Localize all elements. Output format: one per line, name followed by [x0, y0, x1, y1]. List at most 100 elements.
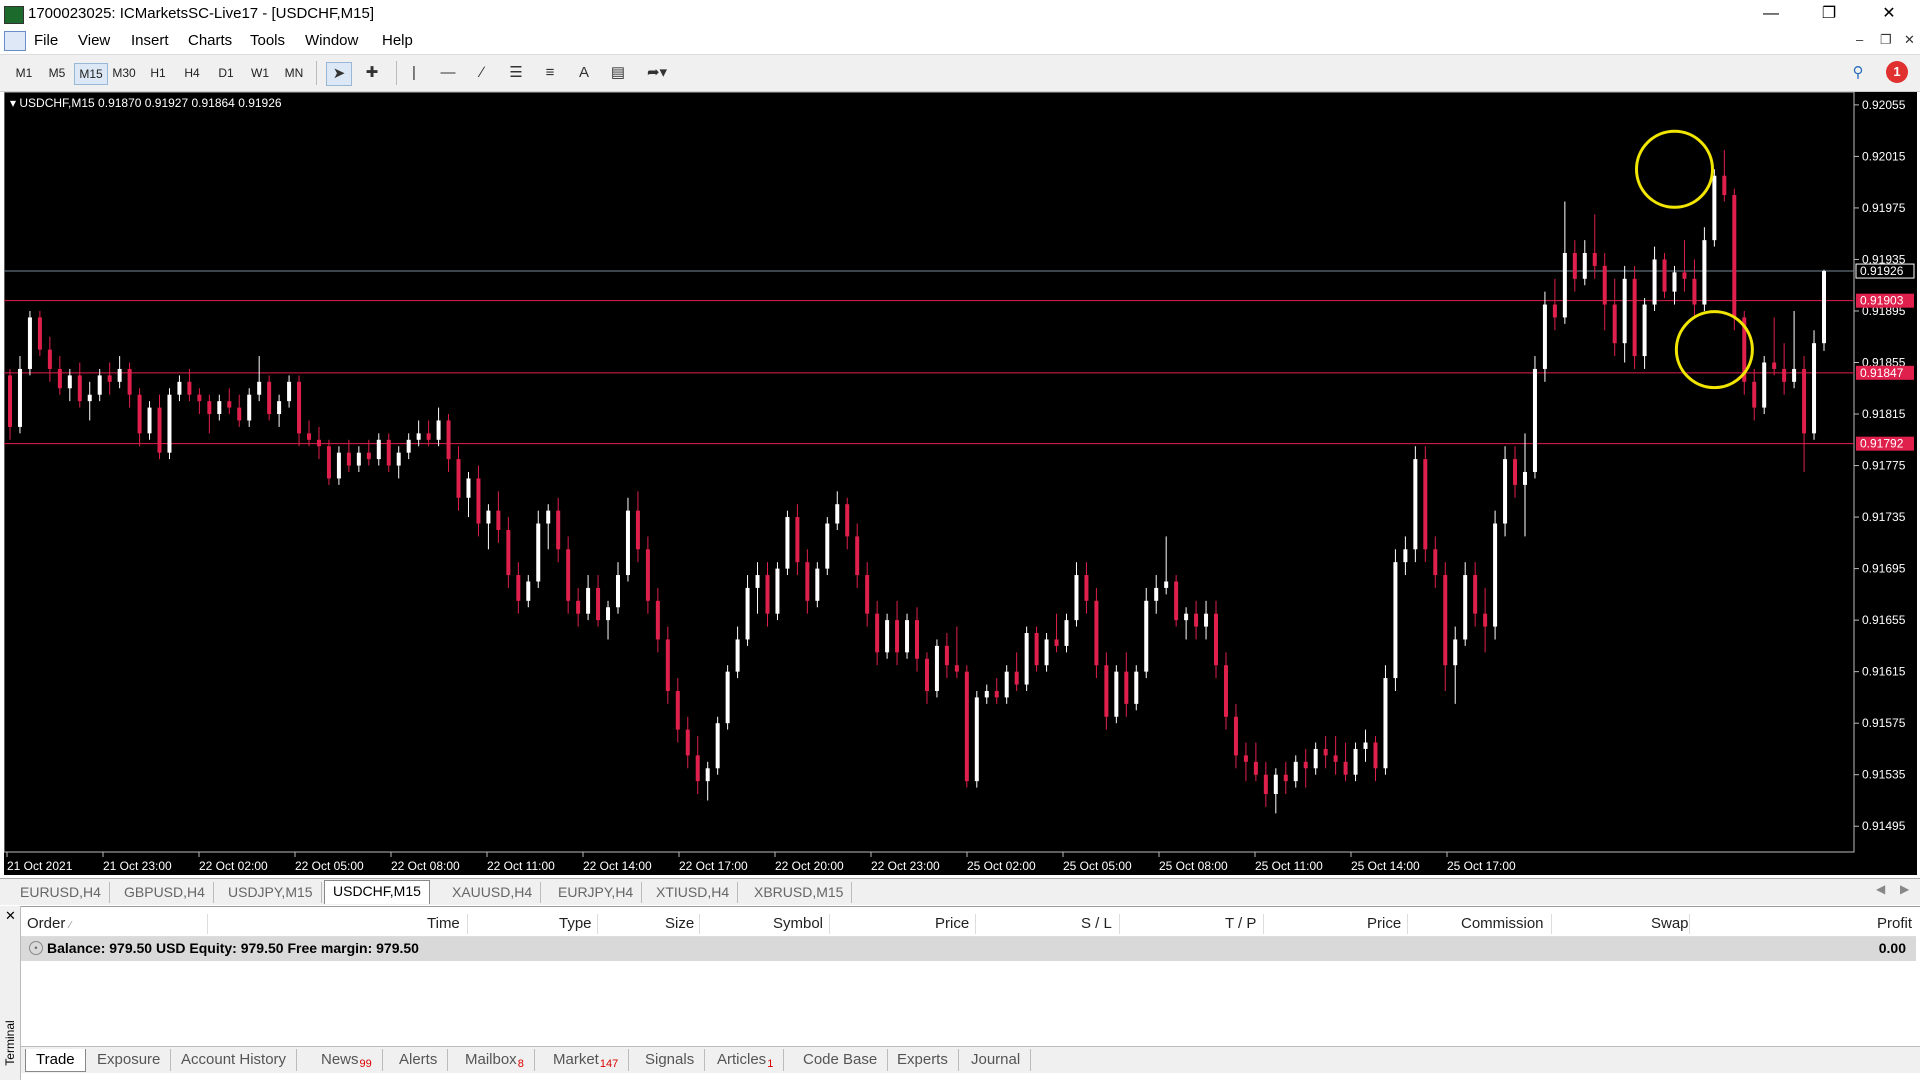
- candle-body: [1782, 368, 1787, 382]
- timeframe-h1[interactable]: H1: [150, 66, 166, 80]
- col-order[interactable]: Order ⁄: [27, 915, 72, 932]
- menu-window[interactable]: Window: [305, 32, 359, 49]
- menu-charts[interactable]: Charts: [188, 32, 233, 49]
- candle-body: [147, 407, 152, 434]
- candle-body: [1104, 665, 1109, 717]
- chart-tab[interactable]: XBRUSD,M15: [746, 882, 853, 903]
- candle-body: [1034, 633, 1039, 666]
- candle-body: [1812, 343, 1817, 434]
- col-symbol[interactable]: Symbol: [773, 915, 824, 932]
- text-tool-icon[interactable]: A: [578, 64, 589, 81]
- tab-scroll-left-icon[interactable]: ◀: [1876, 882, 1886, 896]
- chart-tab[interactable]: XTIUSD,H4: [648, 882, 739, 903]
- candle-body: [625, 510, 630, 576]
- terminal-tab-exposure[interactable]: Exposure: [87, 1049, 172, 1071]
- chart-tab-active[interactable]: USDCHF,M15: [324, 880, 430, 904]
- col-size[interactable]: Size: [665, 915, 695, 932]
- candle-body: [745, 587, 750, 640]
- chart-tab[interactable]: USDJPY,M15: [220, 882, 322, 903]
- timeframe-m15[interactable]: M15: [74, 63, 108, 85]
- mdi-minimize-icon[interactable]: –: [1856, 32, 1864, 47]
- menu-help[interactable]: Help: [382, 32, 413, 49]
- candle-body: [785, 517, 790, 569]
- menu-file[interactable]: File: [34, 32, 59, 49]
- col-swap[interactable]: Swap: [1651, 915, 1689, 932]
- timeframe-w1[interactable]: W1: [251, 66, 269, 80]
- crosshair-icon[interactable]: ✚: [365, 64, 379, 81]
- terminal-tab-experts[interactable]: Experts: [887, 1049, 959, 1071]
- fibonacci-icon[interactable]: ≡: [545, 64, 555, 81]
- candle-body: [964, 671, 969, 782]
- candle-body: [1542, 304, 1547, 369]
- terminal-tab-mailbox[interactable]: Mailbox8: [455, 1049, 535, 1071]
- timeframe-mn[interactable]: MN: [284, 66, 304, 80]
- candle-body: [1383, 678, 1388, 769]
- close-icon[interactable]: ✕: [1882, 5, 1896, 22]
- menu-tools[interactable]: Tools: [250, 32, 286, 49]
- vertical-line-icon[interactable]: |: [412, 64, 416, 81]
- col-type[interactable]: Type: [559, 915, 592, 932]
- search-icon[interactable]: ⚲: [1852, 64, 1864, 81]
- text-label-icon[interactable]: ▤: [610, 64, 626, 81]
- x-tick-label: 21 Oct 2021: [7, 859, 73, 873]
- timeframe-m1[interactable]: M1: [15, 66, 33, 80]
- highlight-circle: [1634, 129, 1714, 209]
- timeframe-m30[interactable]: M30: [112, 66, 136, 80]
- timeframe-d1[interactable]: D1: [218, 66, 234, 80]
- terminal-tab-account-history[interactable]: Account History: [171, 1049, 298, 1071]
- equidistant-channel-icon[interactable]: ☰: [509, 64, 523, 81]
- minimize-icon[interactable]: —: [1763, 5, 1779, 22]
- chart-tab[interactable]: EURUSD,H4: [12, 882, 110, 903]
- timeframe-h4[interactable]: H4: [184, 66, 200, 80]
- chart-area[interactable]: [4, 92, 1917, 875]
- menu-insert[interactable]: Insert: [131, 32, 169, 49]
- horizontal-line-icon[interactable]: —: [440, 64, 456, 81]
- candle-body: [326, 446, 331, 479]
- col-price[interactable]: Price: [935, 915, 970, 932]
- candle-body: [566, 549, 571, 601]
- candle-body: [1572, 253, 1577, 279]
- col-tp[interactable]: T / P: [1225, 915, 1257, 932]
- restore-icon[interactable]: ❐: [1821, 5, 1837, 22]
- price-level-tag-label: 0.91903: [1860, 294, 1904, 308]
- candle-body: [695, 755, 700, 782]
- col-sl[interactable]: S / L: [1081, 915, 1112, 932]
- col-profit[interactable]: Profit: [1877, 915, 1913, 932]
- mdi-restore-icon[interactable]: ❐: [1880, 32, 1892, 47]
- notification-badge[interactable]: 1: [1886, 61, 1908, 83]
- trendline-icon[interactable]: ∕: [480, 64, 484, 81]
- candle-body: [27, 317, 32, 369]
- terminal-tab-journal[interactable]: Journal: [961, 1049, 1032, 1071]
- x-tick-label: 21 Oct 23:00: [103, 859, 172, 873]
- candle-body: [1413, 459, 1418, 550]
- price-chart[interactable]: 0.920550.920150.919750.919350.918950.918…: [4, 92, 1917, 875]
- terminal-tab-articles[interactable]: Articles1: [707, 1049, 785, 1071]
- terminal-tab-trade[interactable]: Trade: [25, 1049, 86, 1072]
- candle-body: [1293, 761, 1298, 782]
- candle-body: [815, 568, 820, 601]
- chart-window-icon[interactable]: [4, 31, 26, 51]
- col-price-current[interactable]: Price: [1367, 915, 1402, 932]
- tab-scroll-right-icon[interactable]: ▶: [1900, 882, 1910, 896]
- terminal-close-icon[interactable]: ✕: [5, 908, 16, 923]
- cursor-arrow-icon[interactable]: ➤: [326, 62, 352, 86]
- collapse-arrow-icon[interactable]: ▾: [10, 96, 17, 110]
- terminal-tab-code-base[interactable]: Code Base: [793, 1049, 889, 1071]
- terminal-tab-market[interactable]: Market147: [543, 1049, 630, 1071]
- menu-view[interactable]: View: [78, 32, 111, 49]
- arrows-dropdown-icon[interactable]: ➦▾: [646, 64, 668, 81]
- col-commission[interactable]: Commission: [1461, 915, 1544, 932]
- y-tick-label: 0.91735: [1862, 510, 1906, 524]
- terminal-tab-alerts[interactable]: Alerts: [389, 1049, 449, 1071]
- mdi-close-icon[interactable]: ✕: [1904, 32, 1915, 47]
- candle-body: [1702, 240, 1707, 305]
- balance-row[interactable]: • Balance: 979.50 USD Equity: 979.50 Fre…: [21, 937, 1916, 961]
- chart-tab[interactable]: EURJPY,H4: [550, 882, 643, 903]
- col-time[interactable]: Time: [427, 915, 460, 932]
- timeframe-m5[interactable]: M5: [48, 66, 66, 80]
- chart-tab[interactable]: GBPUSD,H4: [116, 882, 214, 903]
- chart-tab[interactable]: XAUUSD,H4: [444, 882, 542, 903]
- y-tick-label: 0.91775: [1862, 459, 1906, 473]
- terminal-tab-signals[interactable]: Signals: [635, 1049, 706, 1071]
- terminal-tab-news[interactable]: News99: [311, 1049, 383, 1071]
